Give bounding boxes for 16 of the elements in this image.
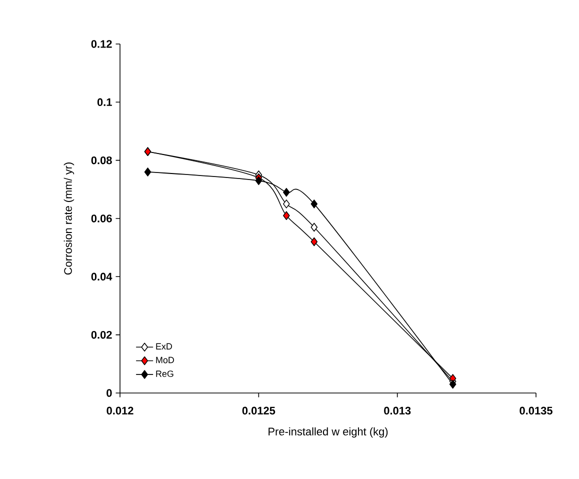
x-tick-label: 0.0135 bbox=[520, 406, 552, 415]
y-tick-label: 0.08 bbox=[91, 156, 112, 164]
y-tick-label: 0.04 bbox=[91, 272, 112, 281]
y-axis-title: Corrosion rate (mm/ yr) bbox=[64, 162, 74, 275]
legend-label: ReG bbox=[156, 370, 174, 377]
legend-label: MoD bbox=[156, 356, 174, 364]
y-tick-label: 0.02 bbox=[91, 330, 112, 339]
x-tick-label: 0.012 bbox=[106, 406, 134, 415]
y-tick-label: 0.12 bbox=[91, 40, 112, 48]
x-tick-label: 0.013 bbox=[384, 406, 411, 415]
y-tick-label: 0.06 bbox=[91, 214, 112, 222]
y-tick-label: 0.1 bbox=[97, 98, 112, 106]
legend-label: ExD bbox=[156, 343, 172, 350]
x-axis-title: Pre-installed w eight (kg) bbox=[268, 427, 388, 438]
y-tick-label: 0 bbox=[106, 389, 112, 397]
x-tick-label: 0.0125 bbox=[242, 406, 276, 415]
